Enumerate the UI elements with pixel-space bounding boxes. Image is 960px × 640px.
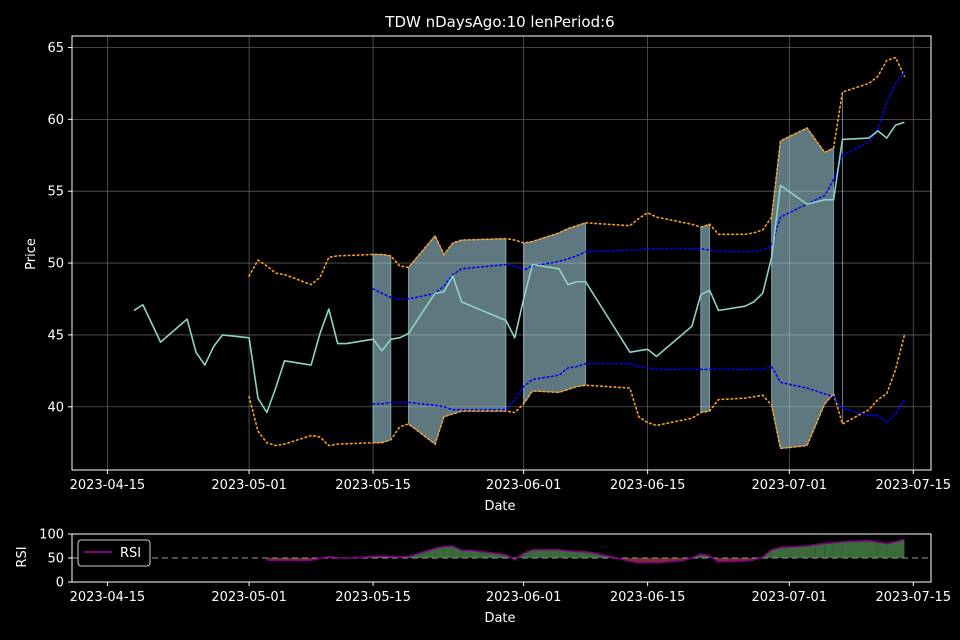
price-x-tick-label: 2023-04-15 xyxy=(70,478,146,493)
shaded-region-1 xyxy=(372,253,392,444)
rsi-x-tick-label: 2023-06-01 xyxy=(486,590,562,605)
rsi-fill-above xyxy=(824,542,834,558)
price-y-tick-label: 40 xyxy=(47,400,64,415)
rsi-fill-above xyxy=(443,546,453,558)
rsi-y-tick-label: 100 xyxy=(39,528,64,543)
chart-title: TDW nDaysAgo:10 lenPeriod:6 xyxy=(384,13,614,31)
price-plot: 2023-04-15 2023-05-01 2023-05-15 2023-06-01… xyxy=(47,35,952,493)
price-x-tick-label: 2023-06-01 xyxy=(486,478,562,493)
rsi-fill-above xyxy=(532,549,560,558)
rsi-line xyxy=(266,538,905,564)
rsi-fill-above xyxy=(833,541,843,558)
rsi-plot: 2023-04-15 2023-05-01 2023-05-15 2023-06-01… xyxy=(39,528,951,606)
shaded-region-3 xyxy=(523,222,587,406)
price-y-tick-label: 45 xyxy=(47,328,64,343)
price-x-tick-label: 2023-07-15 xyxy=(876,478,952,493)
price-line xyxy=(133,121,905,414)
price-y-tick-label: 65 xyxy=(47,41,64,56)
rsi-x-tick-label: 2023-07-15 xyxy=(876,590,952,605)
price-ylabel: Price xyxy=(24,238,39,270)
inner-upper-band-line xyxy=(372,71,906,300)
rsi-plot-frame xyxy=(71,533,932,583)
rsi-x-tick-label: 2023-05-01 xyxy=(211,590,287,605)
rsi-x-tick-label: 2023-05-15 xyxy=(335,590,411,605)
rsi-fill-above xyxy=(523,549,533,558)
rsi-fill-above xyxy=(771,547,781,558)
outer-upper-band-line xyxy=(248,56,906,286)
rsi-fill-above xyxy=(895,539,905,558)
rsi-ylabel: RSI xyxy=(15,546,30,567)
rsi-fill-above xyxy=(567,550,577,558)
rsi-fill-above xyxy=(435,546,444,558)
rsi-fill-above xyxy=(559,549,568,558)
rsi-y-tick-label: 50 xyxy=(47,552,64,567)
rsi-fill-above xyxy=(886,541,896,558)
price-x-tick-label: 2023-06-15 xyxy=(610,478,686,493)
price-y-tick-label: 50 xyxy=(47,257,64,272)
rsi-fill-above xyxy=(815,543,825,558)
rsi-x-tick-label: 2023-07-01 xyxy=(752,590,828,605)
rsi-fill-above xyxy=(877,542,887,558)
shaded-region-5 xyxy=(771,127,835,449)
rsi-legend: RSI xyxy=(77,539,151,567)
rsi-x-tick-label: 2023-04-15 xyxy=(70,590,146,605)
price-plot-frame xyxy=(71,35,932,471)
outer-lower-band-line xyxy=(248,334,906,450)
price-y-tick-label: 60 xyxy=(47,113,64,128)
rsi-x-tick-label: 2023-06-15 xyxy=(610,590,686,605)
price-x-tick-label: 2023-05-01 xyxy=(211,478,287,493)
price-y-tick-label: 55 xyxy=(47,185,64,200)
rsi-legend-label: RSI xyxy=(120,546,141,561)
price-xlabel: Date xyxy=(484,499,515,514)
rsi-fill-above xyxy=(780,546,808,558)
rsi-fill-below xyxy=(647,558,657,563)
rsi-fill-above xyxy=(452,546,462,558)
rsi-legend-box xyxy=(77,539,151,567)
price-x-tick-label: 2023-07-01 xyxy=(752,478,828,493)
rsi-fill-above xyxy=(842,540,870,558)
inner-lower-band-line xyxy=(372,362,906,424)
rsi-fill-above xyxy=(461,550,471,558)
rsi-xlabel: Date xyxy=(484,611,515,626)
rsi-fill-above xyxy=(576,551,586,558)
price-x-tick-label: 2023-05-15 xyxy=(335,478,411,493)
rsi-fill-above xyxy=(807,544,816,558)
rsi-fill-below xyxy=(638,558,648,563)
rsi-fill-above xyxy=(470,550,506,558)
shaded-region-4 xyxy=(700,223,711,414)
rsi-y-tick-label: 0 xyxy=(56,576,64,591)
rsi-fill-above xyxy=(869,540,878,558)
